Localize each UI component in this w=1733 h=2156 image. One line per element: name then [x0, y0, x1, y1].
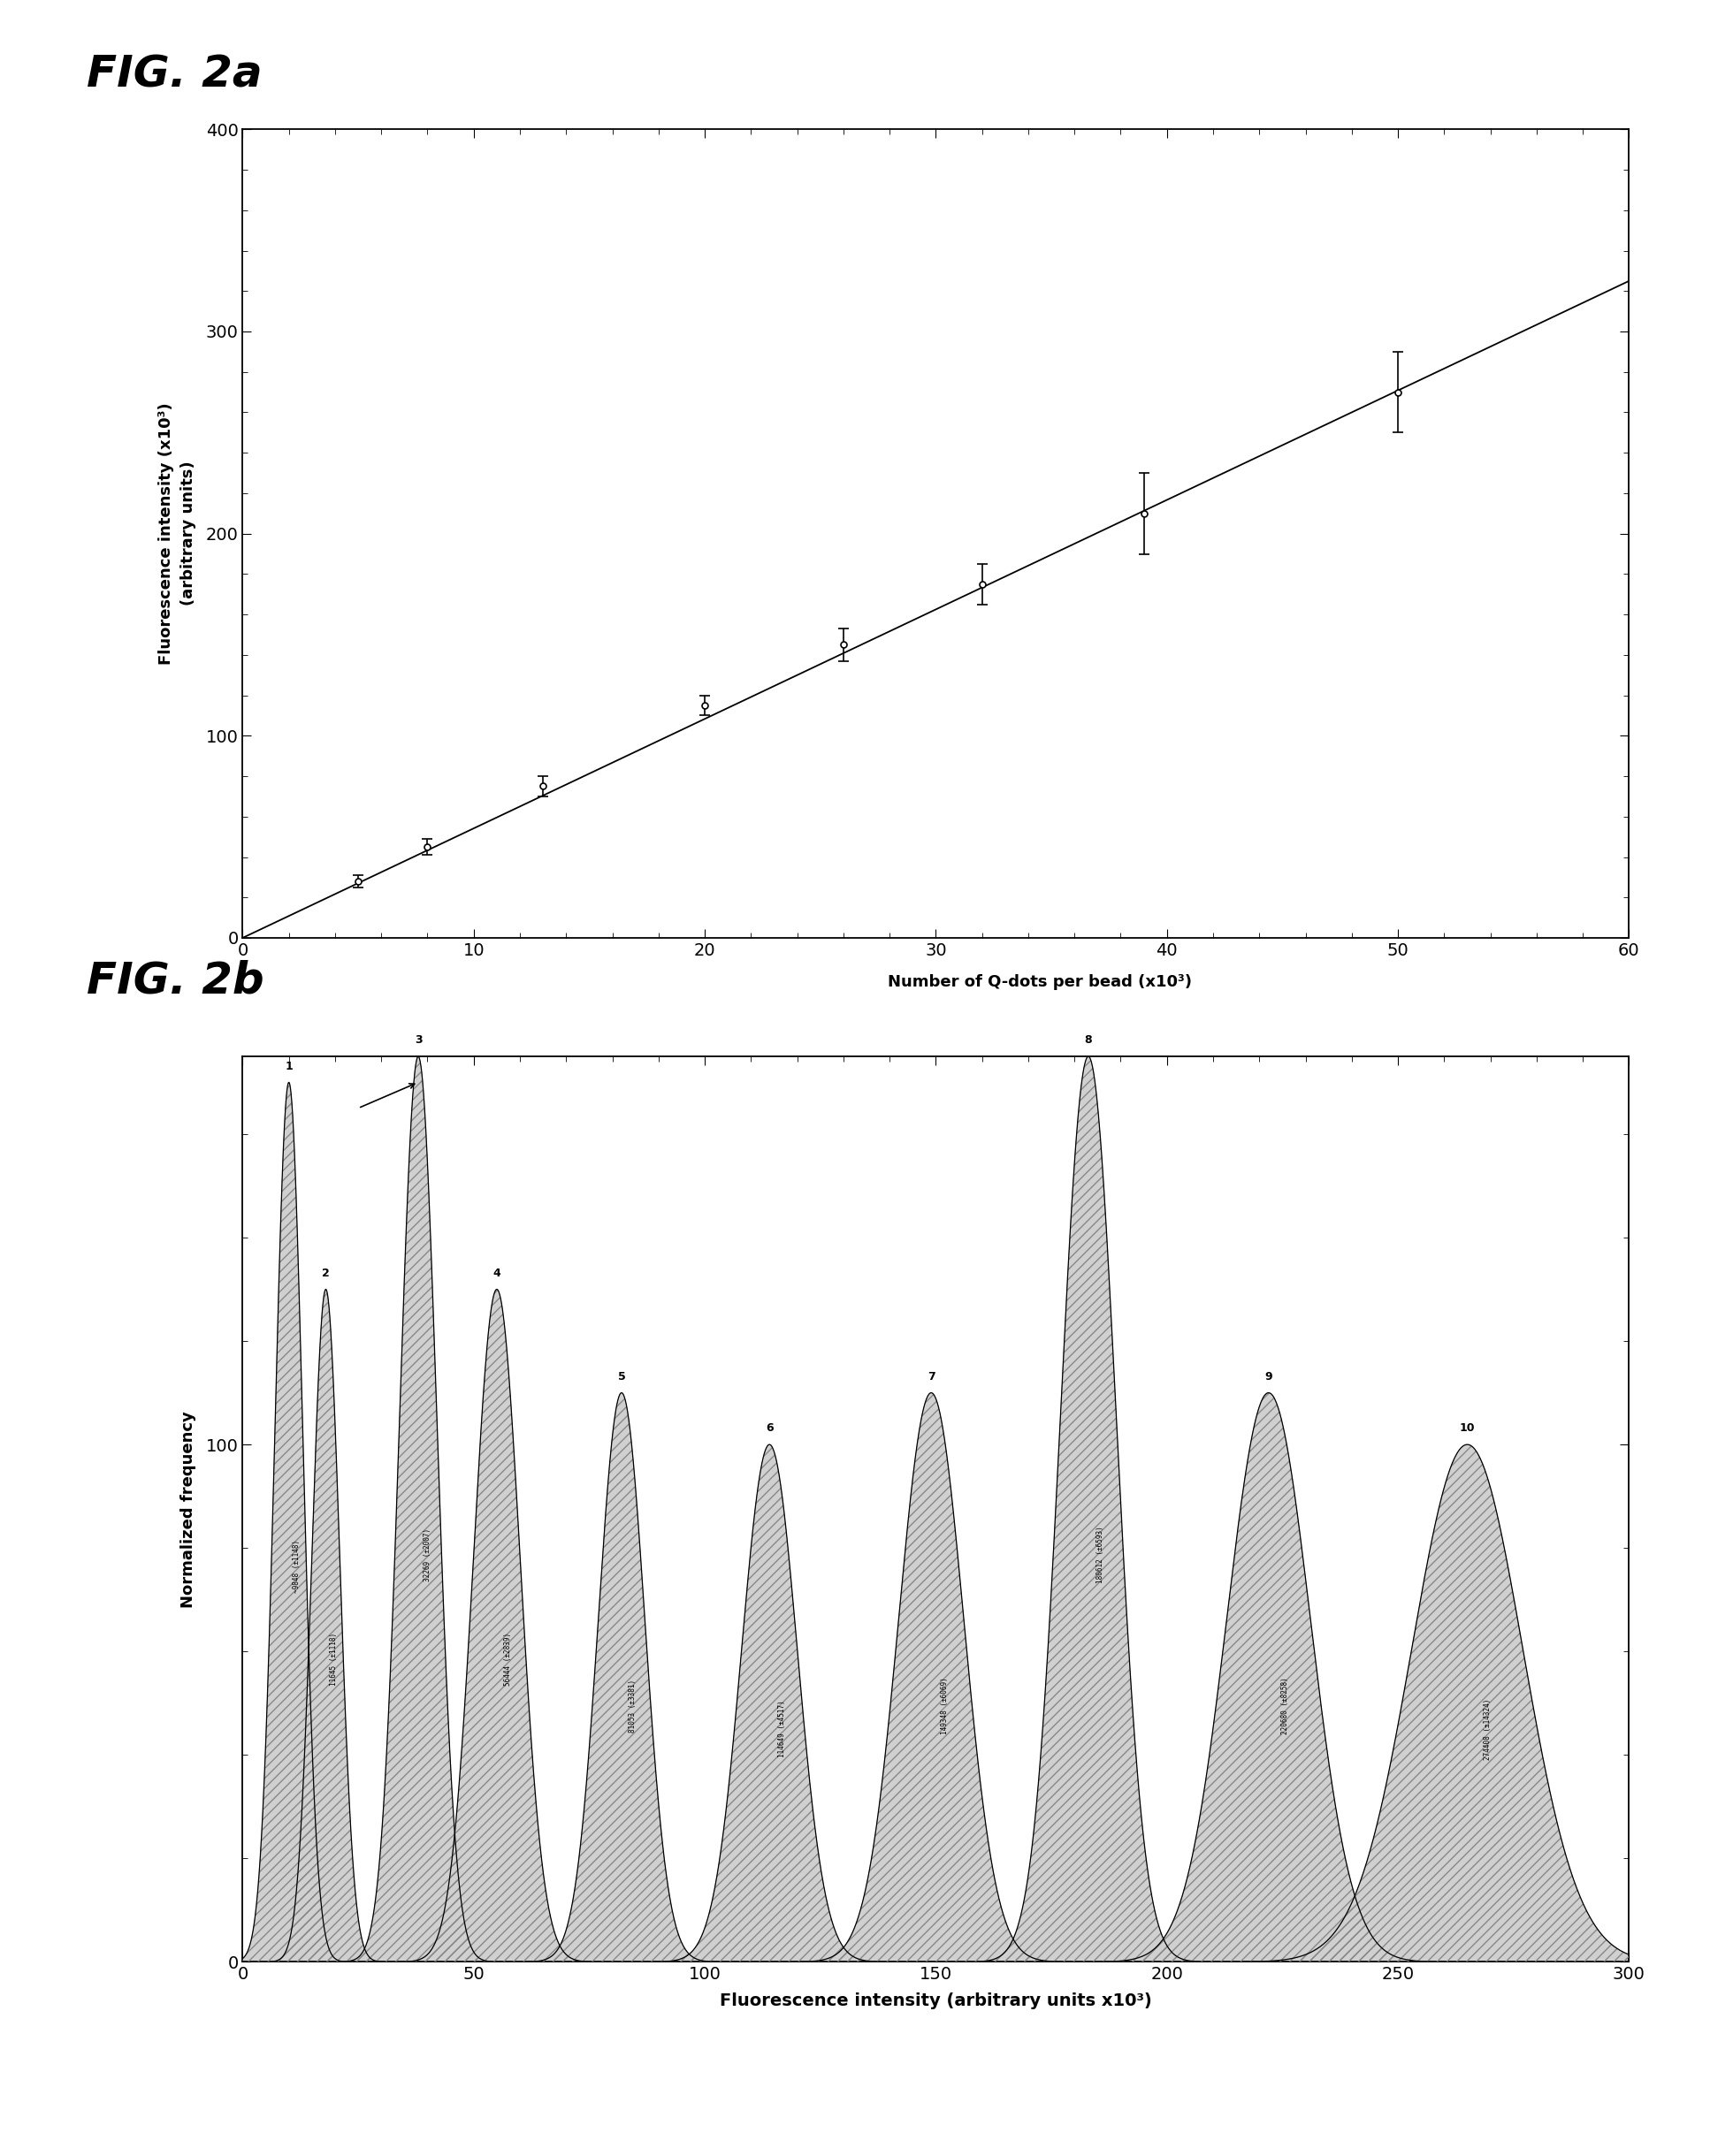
Text: 56444 (±2839): 56444 (±2839): [504, 1632, 511, 1686]
Text: 220680 (±8258): 220680 (±8258): [1281, 1677, 1289, 1733]
Text: 5: 5: [617, 1371, 626, 1382]
Text: FIG. 2a: FIG. 2a: [87, 54, 262, 97]
Text: 7: 7: [927, 1371, 936, 1382]
Text: 274408 (±14324): 274408 (±14324): [1483, 1699, 1492, 1759]
Text: 1: 1: [284, 1061, 293, 1072]
Text: 114649 (±4517): 114649 (±4517): [778, 1701, 785, 1757]
Y-axis label: Fluorescence intensity (x10³)
(arbitrary units): Fluorescence intensity (x10³) (arbitrary…: [158, 403, 196, 664]
Y-axis label: Normalized frequency: Normalized frequency: [180, 1410, 196, 1608]
X-axis label: Fluorescence intensity (arbitrary units x10³): Fluorescence intensity (arbitrary units …: [719, 1992, 1152, 2009]
Text: 9: 9: [1265, 1371, 1272, 1382]
Text: 81053 (±3381): 81053 (±3381): [629, 1680, 636, 1733]
Text: 3: 3: [414, 1035, 423, 1046]
Text: ~9848 (±1148): ~9848 (±1148): [293, 1539, 302, 1593]
Text: 2: 2: [322, 1268, 329, 1279]
Text: 8: 8: [1085, 1035, 1092, 1046]
Text: 11645 (±1118): 11645 (±1118): [329, 1632, 338, 1686]
Text: 4: 4: [492, 1268, 501, 1279]
Text: 180612 (±6593): 180612 (±6593): [1097, 1526, 1104, 1583]
Text: Number of Q-dots per bead (x10³): Number of Q-dots per bead (x10³): [887, 975, 1192, 990]
Text: 6: 6: [766, 1423, 773, 1434]
Text: FIG. 2b: FIG. 2b: [87, 959, 263, 1003]
Text: 10: 10: [1459, 1423, 1475, 1434]
Text: 149348 (±6069): 149348 (±6069): [941, 1677, 950, 1733]
Text: 32269 (±2007): 32269 (±2007): [425, 1529, 432, 1580]
